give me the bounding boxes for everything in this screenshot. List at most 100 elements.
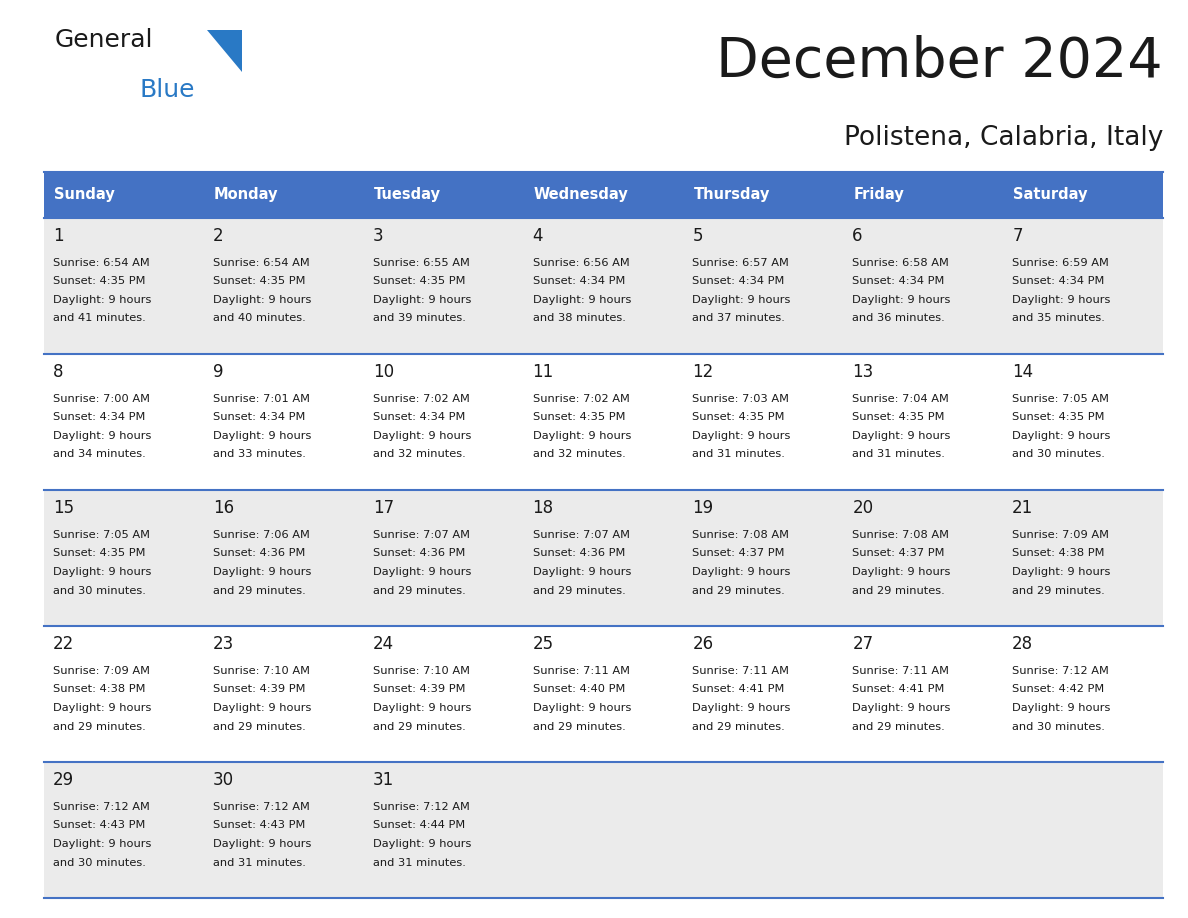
Text: Daylight: 9 hours: Daylight: 9 hours bbox=[373, 703, 472, 713]
Text: and 36 minutes.: and 36 minutes. bbox=[852, 314, 944, 323]
Text: and 38 minutes.: and 38 minutes. bbox=[532, 314, 625, 323]
Text: Daylight: 9 hours: Daylight: 9 hours bbox=[373, 431, 472, 441]
Text: Sunrise: 7:09 AM: Sunrise: 7:09 AM bbox=[1012, 530, 1110, 540]
Text: Daylight: 9 hours: Daylight: 9 hours bbox=[53, 567, 151, 577]
Bar bbox=[524, 172, 683, 218]
Text: Sunrise: 7:01 AM: Sunrise: 7:01 AM bbox=[213, 394, 310, 404]
Bar bbox=[44, 218, 1163, 354]
Text: and 33 minutes.: and 33 minutes. bbox=[213, 450, 305, 460]
Text: and 29 minutes.: and 29 minutes. bbox=[532, 722, 625, 732]
Bar bbox=[1003, 172, 1163, 218]
Text: 20: 20 bbox=[852, 499, 873, 517]
Text: and 29 minutes.: and 29 minutes. bbox=[373, 586, 466, 596]
Text: 21: 21 bbox=[1012, 499, 1034, 517]
Text: Sunset: 4:35 PM: Sunset: 4:35 PM bbox=[213, 276, 305, 286]
Text: Sunrise: 7:08 AM: Sunrise: 7:08 AM bbox=[693, 530, 790, 540]
Text: Sunrise: 7:09 AM: Sunrise: 7:09 AM bbox=[53, 666, 150, 676]
Text: Blue: Blue bbox=[140, 78, 196, 102]
Text: Daylight: 9 hours: Daylight: 9 hours bbox=[373, 839, 472, 849]
Text: Wednesday: Wednesday bbox=[533, 187, 628, 203]
Text: Sunrise: 6:56 AM: Sunrise: 6:56 AM bbox=[532, 258, 630, 268]
Text: Sunset: 4:35 PM: Sunset: 4:35 PM bbox=[373, 276, 466, 286]
Text: and 29 minutes.: and 29 minutes. bbox=[852, 722, 944, 732]
Text: and 29 minutes.: and 29 minutes. bbox=[373, 722, 466, 732]
Text: Sunset: 4:34 PM: Sunset: 4:34 PM bbox=[852, 276, 944, 286]
Text: Sunrise: 7:05 AM: Sunrise: 7:05 AM bbox=[53, 530, 150, 540]
Text: General: General bbox=[55, 28, 153, 52]
Bar bbox=[44, 490, 1163, 626]
Text: 1: 1 bbox=[53, 227, 64, 245]
Text: and 30 minutes.: and 30 minutes. bbox=[53, 857, 146, 868]
Text: Sunrise: 6:55 AM: Sunrise: 6:55 AM bbox=[373, 258, 469, 268]
Text: Sunrise: 7:10 AM: Sunrise: 7:10 AM bbox=[373, 666, 469, 676]
Text: 6: 6 bbox=[852, 227, 862, 245]
Text: Sunset: 4:43 PM: Sunset: 4:43 PM bbox=[213, 821, 305, 831]
Text: Monday: Monday bbox=[214, 187, 278, 203]
Text: 15: 15 bbox=[53, 499, 74, 517]
Text: Sunset: 4:35 PM: Sunset: 4:35 PM bbox=[1012, 412, 1105, 422]
Text: Sunset: 4:34 PM: Sunset: 4:34 PM bbox=[373, 412, 465, 422]
Text: 29: 29 bbox=[53, 771, 74, 789]
Text: and 39 minutes.: and 39 minutes. bbox=[373, 314, 466, 323]
Text: Daylight: 9 hours: Daylight: 9 hours bbox=[213, 567, 311, 577]
Text: Daylight: 9 hours: Daylight: 9 hours bbox=[53, 839, 151, 849]
Text: Daylight: 9 hours: Daylight: 9 hours bbox=[1012, 567, 1111, 577]
Text: Sunset: 4:39 PM: Sunset: 4:39 PM bbox=[213, 685, 305, 695]
Text: 12: 12 bbox=[693, 363, 714, 381]
Text: 30: 30 bbox=[213, 771, 234, 789]
Text: Sunrise: 6:57 AM: Sunrise: 6:57 AM bbox=[693, 258, 789, 268]
Text: Sunset: 4:38 PM: Sunset: 4:38 PM bbox=[1012, 548, 1105, 558]
Text: and 29 minutes.: and 29 minutes. bbox=[693, 586, 785, 596]
Text: Sunrise: 7:08 AM: Sunrise: 7:08 AM bbox=[852, 530, 949, 540]
Text: Sunday: Sunday bbox=[53, 187, 115, 203]
Text: 4: 4 bbox=[532, 227, 543, 245]
Text: 9: 9 bbox=[213, 363, 223, 381]
Text: Sunrise: 6:58 AM: Sunrise: 6:58 AM bbox=[852, 258, 949, 268]
Text: Daylight: 9 hours: Daylight: 9 hours bbox=[213, 839, 311, 849]
Text: Daylight: 9 hours: Daylight: 9 hours bbox=[1012, 431, 1111, 441]
Text: Sunset: 4:36 PM: Sunset: 4:36 PM bbox=[213, 548, 305, 558]
Text: Daylight: 9 hours: Daylight: 9 hours bbox=[53, 295, 151, 305]
Text: Daylight: 9 hours: Daylight: 9 hours bbox=[53, 703, 151, 713]
Text: 22: 22 bbox=[53, 635, 74, 653]
Text: Sunset: 4:34 PM: Sunset: 4:34 PM bbox=[213, 412, 305, 422]
Text: 23: 23 bbox=[213, 635, 234, 653]
Text: 3: 3 bbox=[373, 227, 384, 245]
Bar bbox=[44, 172, 204, 218]
Text: 27: 27 bbox=[852, 635, 873, 653]
Text: Sunrise: 7:02 AM: Sunrise: 7:02 AM bbox=[532, 394, 630, 404]
Text: Sunset: 4:41 PM: Sunset: 4:41 PM bbox=[693, 685, 785, 695]
Text: Sunset: 4:42 PM: Sunset: 4:42 PM bbox=[1012, 685, 1105, 695]
Text: Saturday: Saturday bbox=[1013, 187, 1088, 203]
Text: 16: 16 bbox=[213, 499, 234, 517]
Text: December 2024: December 2024 bbox=[716, 35, 1163, 89]
Text: 8: 8 bbox=[53, 363, 63, 381]
Polygon shape bbox=[207, 30, 242, 72]
Text: 14: 14 bbox=[1012, 363, 1034, 381]
Text: and 29 minutes.: and 29 minutes. bbox=[213, 722, 305, 732]
Text: Daylight: 9 hours: Daylight: 9 hours bbox=[532, 431, 631, 441]
Text: 2: 2 bbox=[213, 227, 223, 245]
Text: and 29 minutes.: and 29 minutes. bbox=[213, 586, 305, 596]
Text: Sunrise: 7:06 AM: Sunrise: 7:06 AM bbox=[213, 530, 310, 540]
Text: Sunrise: 7:04 AM: Sunrise: 7:04 AM bbox=[852, 394, 949, 404]
Text: Sunset: 4:37 PM: Sunset: 4:37 PM bbox=[693, 548, 785, 558]
Text: Sunrise: 7:12 AM: Sunrise: 7:12 AM bbox=[53, 802, 150, 812]
Text: Daylight: 9 hours: Daylight: 9 hours bbox=[852, 295, 950, 305]
Text: and 30 minutes.: and 30 minutes. bbox=[1012, 722, 1105, 732]
Text: and 41 minutes.: and 41 minutes. bbox=[53, 314, 146, 323]
Text: Friday: Friday bbox=[853, 187, 904, 203]
Text: 31: 31 bbox=[373, 771, 394, 789]
Text: Sunset: 4:35 PM: Sunset: 4:35 PM bbox=[693, 412, 785, 422]
Text: and 29 minutes.: and 29 minutes. bbox=[1012, 586, 1105, 596]
Text: Daylight: 9 hours: Daylight: 9 hours bbox=[532, 567, 631, 577]
Text: 11: 11 bbox=[532, 363, 554, 381]
Text: Sunrise: 6:59 AM: Sunrise: 6:59 AM bbox=[1012, 258, 1110, 268]
Text: 7: 7 bbox=[1012, 227, 1023, 245]
Text: 17: 17 bbox=[373, 499, 394, 517]
Text: Daylight: 9 hours: Daylight: 9 hours bbox=[532, 703, 631, 713]
Text: Daylight: 9 hours: Daylight: 9 hours bbox=[693, 295, 791, 305]
Bar bbox=[683, 172, 843, 218]
Text: Sunset: 4:35 PM: Sunset: 4:35 PM bbox=[53, 548, 145, 558]
Text: Daylight: 9 hours: Daylight: 9 hours bbox=[53, 431, 151, 441]
